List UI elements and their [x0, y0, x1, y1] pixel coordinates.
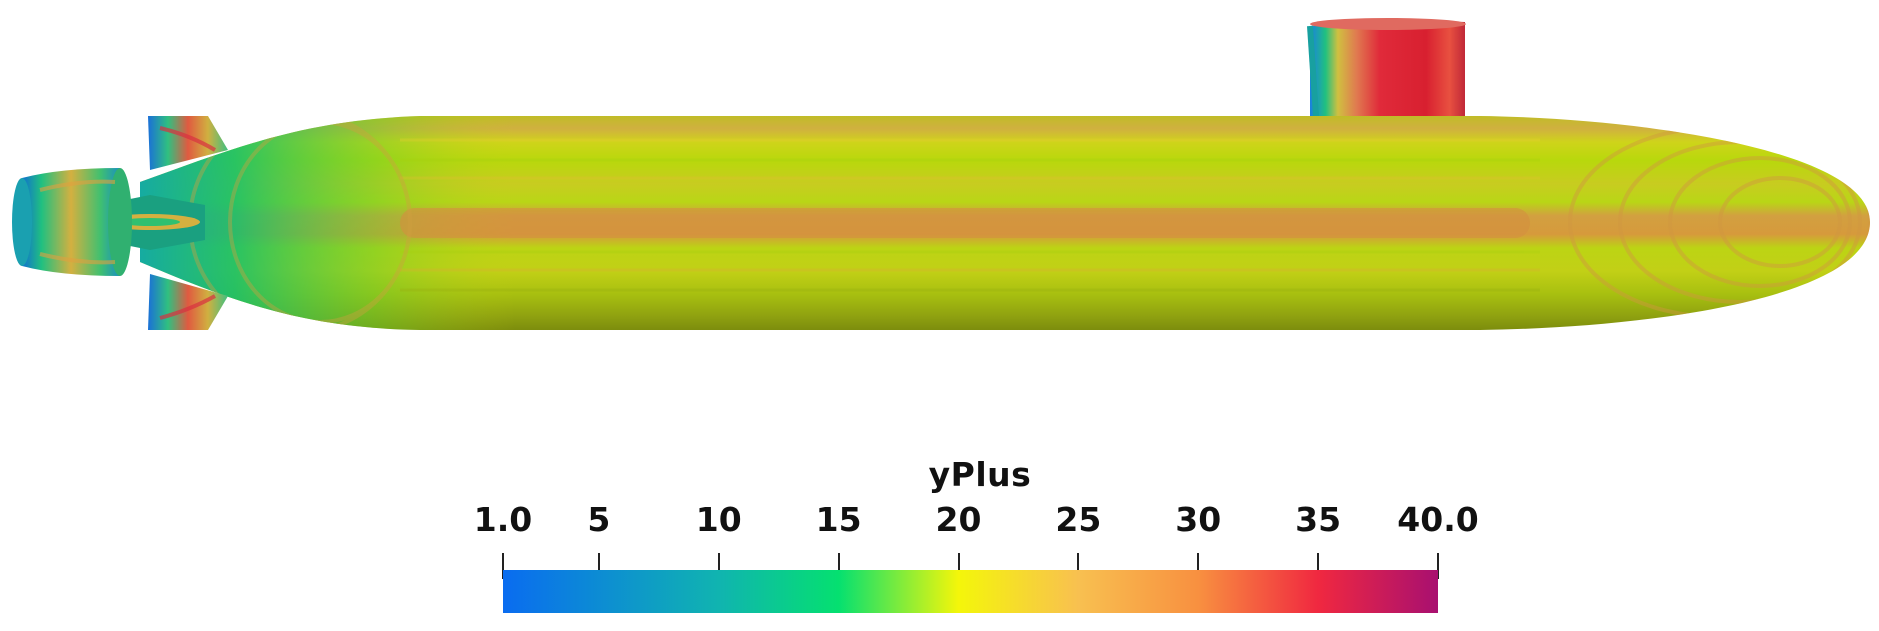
colorbar-tick-mark: [1077, 553, 1080, 579]
tail-fin-lower: [148, 274, 228, 330]
colorbar-tick-mark: [837, 553, 840, 579]
hull-body: [140, 116, 1870, 330]
colorbar-tick-label: 15: [815, 500, 862, 539]
colorbar-title: yPlus: [928, 455, 1032, 494]
colorbar-tick-label: 10: [695, 500, 742, 539]
propeller-duct: [12, 168, 132, 276]
colorbar-tick-mark: [717, 553, 720, 579]
colorbar-tick-mark: [957, 553, 960, 579]
colorbar-gradient: [503, 570, 1438, 613]
colorbar-tick-mark: [502, 553, 504, 579]
colorbar-tick-label: 20: [935, 500, 982, 539]
colorbar-tick-mark: [597, 553, 600, 579]
colorbar-tick-label: 30: [1175, 500, 1222, 539]
colorbar-tick-label: 1.0: [473, 500, 533, 539]
colorbar-tick-mark: [1317, 553, 1320, 579]
colorbar-tick-label: 35: [1295, 500, 1342, 539]
colorbar-tick-label: 40.0: [1397, 500, 1479, 539]
colorbar-tick-mark: [1197, 553, 1200, 579]
colorbar-tick-mark: [1437, 553, 1439, 579]
colorbar-tick-label: 5: [587, 500, 611, 539]
tail-fin-upper: [148, 116, 228, 170]
sail: [1307, 18, 1466, 117]
colorbar-tick-label: 25: [1055, 500, 1102, 539]
